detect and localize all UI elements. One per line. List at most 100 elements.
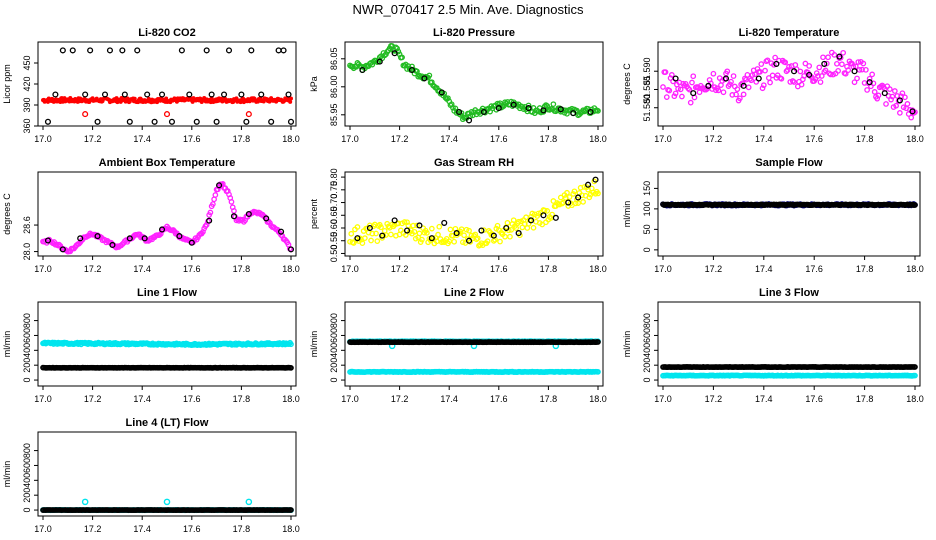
data-point bbox=[715, 87, 722, 94]
data-point bbox=[287, 118, 295, 125]
data-point bbox=[806, 63, 813, 69]
data-point bbox=[414, 222, 420, 229]
data-point bbox=[262, 214, 268, 220]
data-point bbox=[755, 75, 762, 82]
data-point bbox=[465, 237, 473, 244]
data-point bbox=[820, 54, 826, 61]
data-point bbox=[228, 199, 235, 205]
x-tick-label: 17.0 bbox=[654, 264, 672, 274]
data-point bbox=[834, 60, 840, 67]
data-point bbox=[465, 117, 473, 124]
y-tick-label: 200 bbox=[642, 358, 652, 373]
data-point bbox=[521, 221, 528, 227]
data-point bbox=[230, 213, 238, 220]
data-point bbox=[81, 498, 89, 506]
data-point bbox=[52, 91, 59, 98]
y-tick-label: 0.75 bbox=[329, 181, 339, 199]
data-point bbox=[760, 82, 767, 89]
plot-panel: Sample Flow ml/min 0 50 100 150 17.0 17.2 17.4 17… bbox=[622, 157, 924, 274]
x-tick-label: 17.2 bbox=[705, 264, 723, 274]
plot-title: Line 1 Flow bbox=[137, 287, 197, 299]
y-tick-label: 450 bbox=[22, 55, 32, 70]
y-tick-label: 0.65 bbox=[329, 207, 339, 225]
data-point bbox=[205, 218, 211, 225]
y-tick-label: 50 bbox=[642, 224, 652, 234]
y-axis-label: ml/min bbox=[309, 331, 319, 358]
data-point bbox=[378, 224, 384, 231]
data-point bbox=[778, 75, 785, 82]
data-point bbox=[220, 91, 228, 98]
data-point bbox=[106, 47, 114, 54]
data-point bbox=[369, 61, 376, 68]
data-point bbox=[225, 47, 233, 54]
data-point bbox=[263, 215, 270, 222]
y-tick-label: 200 bbox=[22, 358, 32, 373]
data-point bbox=[503, 224, 510, 232]
data-point bbox=[388, 231, 394, 238]
y-axis-label: kPa bbox=[309, 76, 319, 92]
plot-frame bbox=[657, 171, 921, 257]
y-tick-label: 400 bbox=[642, 343, 652, 358]
x-tick-label: 17.2 bbox=[705, 394, 723, 404]
y-tick-label: 85.95 bbox=[329, 104, 339, 127]
x-tick-label: 18.0 bbox=[589, 134, 607, 144]
data-point bbox=[193, 118, 200, 125]
data-point bbox=[566, 194, 573, 200]
data-point bbox=[59, 47, 66, 54]
x-tick-label: 18.0 bbox=[282, 394, 300, 404]
data-point bbox=[186, 91, 193, 98]
y-tick-label: 800 bbox=[22, 443, 32, 458]
data-point bbox=[783, 68, 790, 75]
data-point bbox=[823, 60, 830, 67]
data-point bbox=[540, 107, 547, 114]
data-point bbox=[391, 217, 398, 224]
data-point bbox=[773, 60, 780, 67]
data-point bbox=[156, 232, 163, 238]
data-point bbox=[889, 93, 896, 100]
y-axis-label: ml/min bbox=[622, 331, 632, 358]
x-tick-label: 17.6 bbox=[183, 134, 201, 144]
data-point bbox=[912, 202, 918, 208]
data-point bbox=[851, 79, 858, 86]
x-tick-label: 17.6 bbox=[183, 394, 201, 404]
data-point bbox=[480, 108, 487, 116]
data-point bbox=[245, 210, 252, 218]
data-point bbox=[772, 54, 778, 61]
data-point bbox=[478, 227, 485, 234]
x-tick-label: 17.0 bbox=[341, 394, 359, 404]
x-tick-label: 17.4 bbox=[440, 394, 458, 404]
data-point bbox=[592, 176, 599, 183]
data-point bbox=[466, 227, 472, 234]
x-tick-label: 17.8 bbox=[233, 134, 251, 144]
data-point bbox=[248, 47, 255, 54]
data-point bbox=[881, 90, 888, 97]
data-point bbox=[705, 82, 712, 89]
x-tick-label: 17.0 bbox=[34, 264, 52, 274]
data-point bbox=[504, 219, 511, 226]
y-tick-label: 0.60 bbox=[329, 219, 339, 237]
y-tick-label: 800 bbox=[22, 313, 32, 328]
x-tick-label: 18.0 bbox=[906, 264, 924, 274]
data-point bbox=[441, 219, 448, 226]
data-point bbox=[467, 239, 474, 245]
data-point bbox=[288, 99, 293, 104]
x-tick-label: 17.4 bbox=[755, 394, 773, 404]
data-point bbox=[442, 94, 449, 101]
data-point bbox=[690, 90, 697, 97]
plot-frame bbox=[344, 171, 604, 257]
data-point bbox=[354, 235, 361, 242]
data-point bbox=[188, 239, 195, 246]
y-tick-label: 51.585 bbox=[642, 76, 652, 104]
x-tick-label: 17.8 bbox=[233, 394, 251, 404]
data-point bbox=[839, 61, 845, 68]
data-point bbox=[909, 108, 916, 115]
data-point bbox=[540, 212, 547, 219]
data-point bbox=[863, 66, 869, 73]
plot-title: Line 2 Flow bbox=[444, 287, 504, 299]
x-tick-label: 17.6 bbox=[490, 264, 508, 274]
plot-title: Ambient Box Temperature bbox=[99, 157, 236, 169]
data-point bbox=[888, 96, 894, 103]
data-point bbox=[438, 89, 445, 96]
data-point bbox=[595, 368, 601, 375]
plot-panel: Ambient Box Temperature degrees C 28.0 28.6… bbox=[2, 157, 300, 274]
